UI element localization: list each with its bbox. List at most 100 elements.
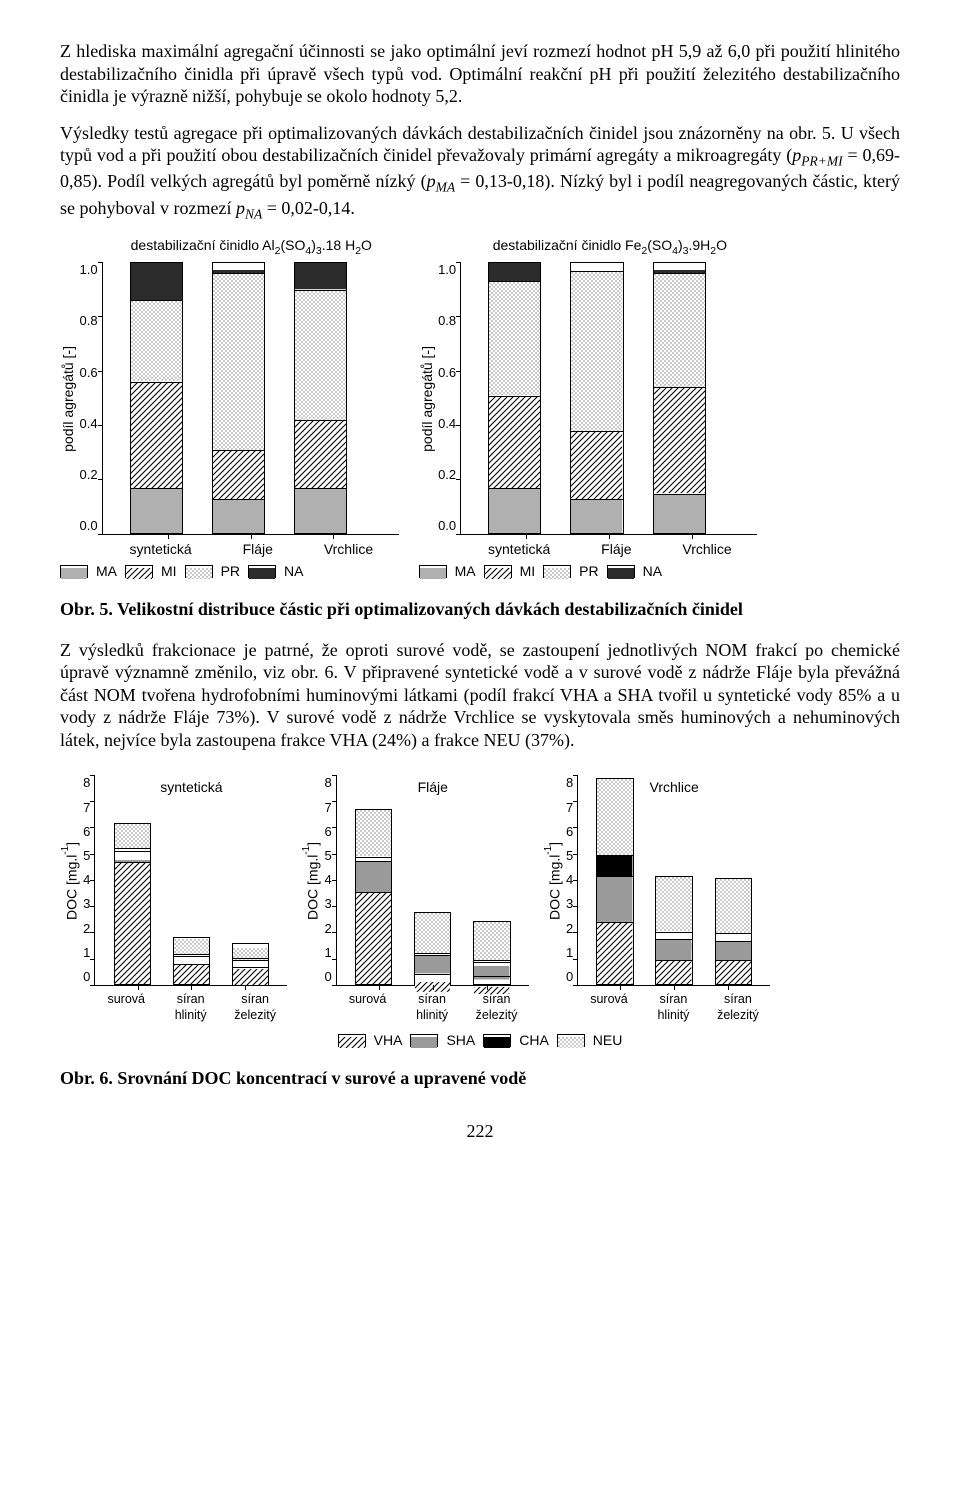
figure-6-caption: Obr. 6. Srovnání DOC koncentrací v surov… [60, 1067, 900, 1090]
segment-SHA [473, 962, 510, 976]
segment-MI [488, 396, 541, 488]
segment-VHA [414, 974, 451, 986]
legend-label: MI [161, 563, 177, 581]
fig6-panel: DOC [mg.l-1]876543210syntetickásurovásír… [60, 775, 287, 1023]
segment-MI [130, 382, 183, 488]
y-axis-label: DOC [mg.l-1] [60, 842, 81, 920]
swatch-NEU [557, 1034, 585, 1047]
legend-label: MA [96, 563, 117, 581]
plot-area: syntetická [94, 775, 287, 986]
legend-label: NA [284, 563, 303, 581]
legend: MAMIPRNA [60, 563, 399, 581]
segment-MI [212, 450, 265, 499]
segment-MI [570, 431, 623, 499]
panel-title: Fláje [337, 779, 529, 797]
bar [294, 262, 347, 534]
segment-VHA [114, 862, 151, 985]
sub: MA [436, 180, 456, 195]
swatch-PR [185, 565, 213, 578]
chart-title: destabilizační činidlo Fe2(SO4)3.9H2O [419, 237, 758, 258]
sub: PR+MI [801, 154, 842, 169]
segment-MA [212, 499, 265, 534]
segment-SHA [414, 955, 451, 973]
bar [414, 775, 451, 985]
text: Výsledky testů agregace při optimalizova… [60, 123, 900, 166]
legend-label: CHA [519, 1032, 549, 1050]
paragraph-2: Výsledky testů agregace při optimalizova… [60, 122, 900, 224]
bar [473, 775, 510, 985]
legend: MAMIPRNA [419, 563, 758, 581]
segment-NA [653, 262, 706, 273]
segment-NEU [173, 937, 210, 954]
legend-label: NA [643, 563, 662, 581]
segment-NA [294, 262, 347, 289]
legend-label: NEU [593, 1032, 623, 1050]
bar [173, 775, 210, 985]
swatch-NA [607, 565, 635, 578]
swatch-SHA [410, 1034, 438, 1047]
y-axis-label: DOC [mg.l-1] [543, 842, 564, 920]
segment-NA [570, 262, 623, 270]
segment-MA [488, 488, 541, 534]
y-axis-label: podíl agregátů [-] [60, 346, 78, 452]
segment-VHA [473, 976, 510, 985]
segment-CHA [655, 932, 692, 940]
legend-label: PR [579, 563, 598, 581]
plot-area: Fláje [336, 775, 529, 986]
plot-area: Vrchlice [577, 775, 770, 986]
bar [130, 262, 183, 534]
fig5-left: destabilizační činidlo Al2(SO4)3.18 H2O … [60, 237, 399, 580]
segment-VHA [655, 960, 692, 985]
swatch-MI [125, 565, 153, 578]
segment-MI [294, 420, 347, 488]
bar [653, 262, 706, 534]
segment-VHA [173, 964, 210, 985]
segment-NA [212, 262, 265, 273]
bar [355, 775, 392, 985]
x-categories: surovásíranhlinitýsíranželezitý [60, 992, 287, 1023]
bar [212, 262, 265, 534]
bar [114, 775, 151, 985]
segment-SHA [355, 861, 392, 893]
figure-5-caption: Obr. 5. Velikostní distribuce částic při… [60, 598, 900, 621]
bar [596, 775, 633, 985]
segment-MA [294, 488, 347, 534]
segment-PR [653, 273, 706, 387]
swatch-MA [60, 565, 88, 578]
legend-label: VHA [374, 1032, 403, 1050]
swatch-CHA [483, 1034, 511, 1047]
segment-PR [294, 290, 347, 421]
text: = 0,02-0,14. [262, 198, 355, 218]
bar [232, 775, 269, 985]
fig6-panel: DOC [mg.l-1]876543210Flájesurovásíranhli… [301, 775, 528, 1023]
segment-MA [653, 494, 706, 535]
y-axis-ticks: 1.00.80.60.40.20.0 [438, 262, 460, 534]
segment-SHA [655, 939, 692, 960]
segment-PR [212, 273, 265, 450]
sym: p [236, 198, 245, 218]
segment-NEU [355, 809, 392, 856]
figure-6: DOC [mg.l-1]876543210syntetickásurovásír… [60, 775, 900, 1023]
legend-label: SHA [446, 1032, 475, 1050]
segment-MA [570, 499, 623, 534]
plot-area [460, 262, 757, 535]
x-categories: surovásíranhlinitýsíranželezitý [543, 992, 770, 1023]
segment-SHA [715, 941, 752, 961]
x-categories: syntetickáFlájeVrchlice [419, 541, 758, 559]
sym: p [427, 171, 436, 191]
segment-PR [570, 271, 623, 431]
segment-PR [488, 281, 541, 395]
bar [488, 262, 541, 534]
y-axis-label: DOC [mg.l-1] [301, 842, 322, 920]
y-axis-label: podíl agregátů [-] [419, 346, 437, 452]
segment-SHA [173, 956, 210, 964]
bar [655, 775, 692, 985]
segment-VHA [715, 960, 752, 985]
x-categories: syntetickáFlájeVrchlice [60, 541, 399, 559]
segment-NEU [232, 943, 269, 957]
segment-NA [488, 262, 541, 281]
paragraph-1: Z hlediska maximální agregační účinnosti… [60, 40, 900, 108]
segment-CHA [596, 855, 633, 876]
swatch-MI [484, 565, 512, 578]
y-axis-ticks: 1.00.80.60.40.20.0 [80, 262, 102, 534]
